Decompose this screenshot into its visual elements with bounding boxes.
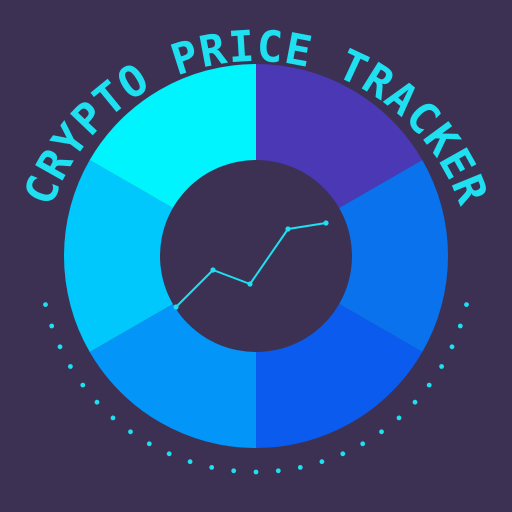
trend-points <box>173 220 329 310</box>
arc-dot <box>396 415 402 421</box>
arc-dot <box>449 344 455 350</box>
arc-dot <box>426 382 432 388</box>
arc-dot <box>209 465 215 470</box>
arc-dot <box>80 382 86 388</box>
trend-point <box>285 226 291 232</box>
arc-dot <box>360 441 366 447</box>
trend-point <box>323 220 329 226</box>
arc-dot <box>187 459 193 465</box>
arc-dot <box>146 441 152 447</box>
arc-dot <box>128 429 133 435</box>
arc-dot <box>319 459 325 465</box>
dotted-arc <box>43 302 469 475</box>
arc-dot <box>297 465 303 470</box>
trend-point <box>247 281 253 287</box>
arc-dot <box>49 323 55 329</box>
arc-dot <box>166 451 172 457</box>
donut-hole <box>160 160 352 352</box>
arc-dot <box>340 451 346 457</box>
arc-dot <box>43 302 48 307</box>
trend-point <box>173 304 179 310</box>
arc-dot <box>464 302 469 307</box>
arc-dot <box>275 468 281 474</box>
arc-dot <box>412 399 418 405</box>
arc-dot <box>68 364 73 369</box>
arc-dot <box>457 323 463 329</box>
arc-dot <box>253 469 259 475</box>
trend-point <box>210 267 216 273</box>
arc-dot <box>379 429 384 435</box>
arc-dot <box>57 344 63 350</box>
arc-dot <box>439 364 444 369</box>
arc-dot <box>231 468 237 474</box>
arc-dot <box>94 399 100 405</box>
arc-dot <box>110 415 116 421</box>
